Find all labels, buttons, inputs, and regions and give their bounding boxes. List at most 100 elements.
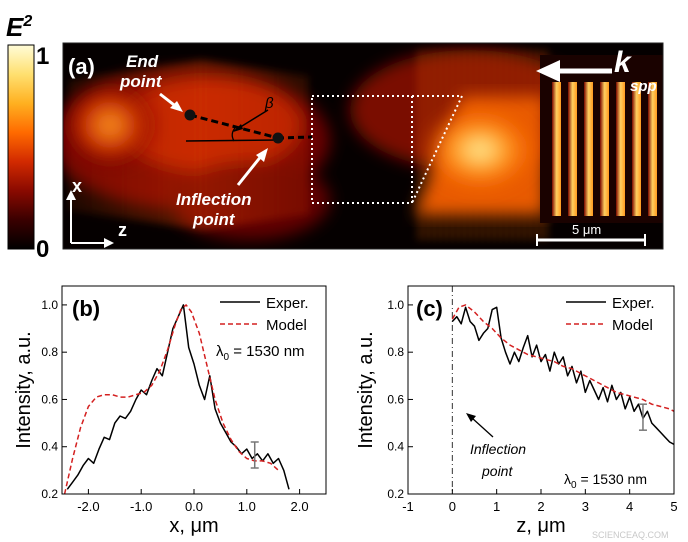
- y-tick-label: 0.6: [387, 392, 404, 406]
- inflection-point-arrow: [236, 154, 264, 186]
- series-model: [63, 304, 280, 495]
- beta-label: β: [264, 95, 274, 112]
- axis-z-label: z: [118, 220, 127, 240]
- colorbar: E2 1 0: [6, 12, 49, 263]
- taper-slope-outline: [411, 95, 464, 204]
- x-tick-label: 0: [449, 499, 456, 514]
- beta-arrow-head: [233, 124, 243, 132]
- x-tick-label: 3: [582, 499, 589, 514]
- fringe: [262, 69, 265, 221]
- grating-line: [632, 82, 641, 216]
- left-glow: [63, 80, 160, 170]
- taper-box-outline: [311, 95, 413, 204]
- inflection-point-label-line1: Inflection: [176, 190, 252, 209]
- colorbar-title: E2: [6, 12, 32, 42]
- chart-c-legend: Exper. Model: [566, 295, 655, 334]
- beta-arc: [231, 127, 236, 142]
- panel-a: β (a) End point Inflection point k spp x…: [62, 42, 664, 250]
- end-point-marker: [184, 109, 196, 121]
- fringe: [256, 68, 259, 222]
- end-point-label-line2: point: [119, 72, 163, 91]
- y-tick-label: 0.6: [41, 392, 58, 406]
- y-tick-label: 0.4: [387, 440, 404, 454]
- fringe: [178, 63, 181, 227]
- colorbar-min-label: 0: [36, 236, 49, 263]
- grating-lines: [552, 82, 657, 216]
- fringe: [214, 62, 217, 228]
- grating-line: [552, 82, 561, 216]
- y-tick-label: 0.2: [387, 487, 404, 501]
- fringe: [202, 60, 205, 230]
- chart-c-inflection-arrow: [471, 417, 494, 438]
- x-tick-label: 4: [626, 499, 633, 514]
- legend-model-label: Model: [612, 317, 653, 334]
- fringe: [250, 67, 253, 223]
- axis-z-arrow-head: [104, 238, 114, 248]
- fringe: [286, 72, 289, 218]
- fringe: [274, 71, 277, 219]
- x-tick-label: 2.0: [291, 499, 309, 514]
- legend-exper-label: Exper.: [266, 295, 309, 312]
- chart-b: -2.0 -1.0 0.0 1.0 2.0 0.2 0.4 0.6 0.8 1.0 (b) Int…: [13, 285, 327, 537]
- fringe: [166, 65, 169, 225]
- watermark: SCIENCEAQ.COM: [592, 530, 669, 540]
- kspp-subscript: spp: [630, 78, 657, 95]
- x-tick-label: -1.0: [130, 499, 152, 514]
- colorbar-gradient: [7, 44, 35, 250]
- inflection-point-label-line2: point: [192, 210, 236, 229]
- legend-model-label: Model: [266, 317, 307, 334]
- chart-c-xlabel: z, μm: [516, 515, 565, 537]
- fringe: [418, 50, 421, 240]
- fringe: [160, 66, 163, 224]
- chart-c-inflection-label-line2: point: [481, 463, 513, 479]
- grating-line: [616, 82, 625, 216]
- chart-b-panel-label: (b): [72, 296, 100, 321]
- panel-a-label: (a): [68, 54, 95, 79]
- series-exper: [451, 306, 675, 446]
- fringe: [226, 63, 229, 227]
- taper-hotspot: [420, 105, 540, 195]
- x-tick-label: 2: [537, 499, 544, 514]
- chart-c: -1 0 1 2 3 4 5 0.2 0.4 0.6 0.8 1.0 (c) Intensity, a…: [355, 285, 678, 537]
- fringe: [196, 60, 199, 230]
- inflection-point-marker: [272, 132, 284, 144]
- x-tick-label: -2.0: [77, 499, 99, 514]
- y-tick-label: 0.4: [41, 440, 58, 454]
- scalebar-label: 5 μm: [572, 222, 601, 237]
- chart-b-xlabel: x, μm: [169, 515, 218, 537]
- fringe: [292, 73, 295, 217]
- fringe: [184, 62, 187, 228]
- fringe: [298, 74, 301, 216]
- fringe: [190, 61, 193, 229]
- x-tick-label: -1: [402, 499, 414, 514]
- colorbar-max-label: 1: [36, 43, 49, 70]
- chart-c-inflection-arrow-head: [466, 413, 476, 422]
- fringe: [238, 65, 241, 225]
- x-tick-label: 1.0: [238, 499, 256, 514]
- end-point-arrow-head: [170, 101, 183, 112]
- series-model: [451, 304, 675, 412]
- taper-axis-line: [277, 135, 313, 140]
- chart-b-ylabel: Intensity, a.u.: [13, 331, 35, 448]
- fringe: [304, 75, 307, 215]
- fringe: [208, 61, 211, 229]
- y-tick-label: 0.8: [387, 345, 404, 359]
- chart-b-lambda-annotation: λ0 = 1530 nm: [216, 343, 305, 363]
- x-tick-label: 0.0: [185, 499, 203, 514]
- y-tick-label: 1.0: [387, 298, 404, 312]
- panel-a-frame: [62, 42, 664, 250]
- fringe: [244, 66, 247, 224]
- grating-line: [568, 82, 577, 216]
- end-point-line: [189, 113, 279, 140]
- fringe: [154, 66, 157, 224]
- y-tick-label: 1.0: [41, 298, 58, 312]
- fringe: [220, 63, 223, 227]
- grating-line: [584, 82, 593, 216]
- kspp-label: k: [614, 46, 632, 79]
- chart-c-inflection-label-line1: Inflection: [470, 441, 526, 457]
- chart-b-legend: Exper. Model: [220, 295, 309, 334]
- fringe: [172, 64, 175, 226]
- x-tick-label: 5: [670, 499, 677, 514]
- kspp-arrow-head: [536, 60, 560, 82]
